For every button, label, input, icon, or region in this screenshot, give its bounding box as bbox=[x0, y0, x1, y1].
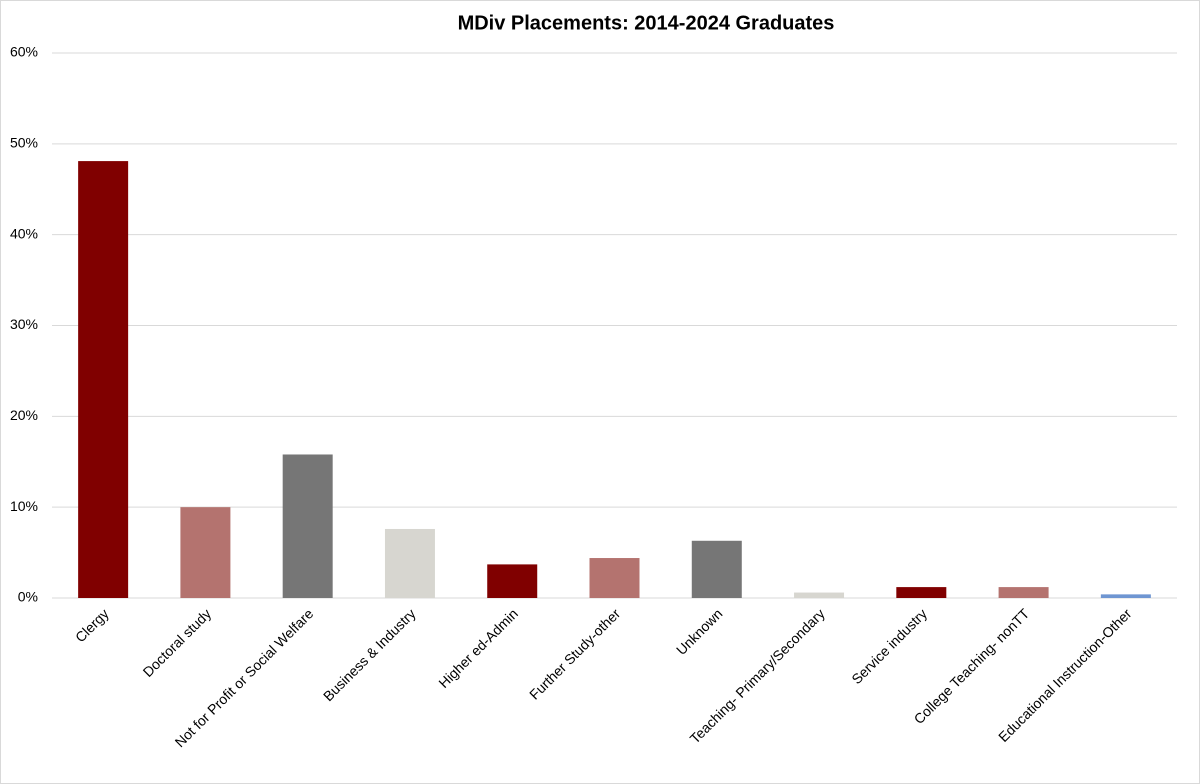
bar bbox=[998, 587, 1049, 598]
y-tick-label: 50% bbox=[10, 135, 38, 151]
y-tick-label: 60% bbox=[10, 44, 38, 60]
bar bbox=[691, 540, 742, 598]
y-tick-label: 40% bbox=[10, 225, 38, 241]
y-tick-label: 20% bbox=[10, 407, 38, 423]
y-tick-label: 0% bbox=[18, 589, 38, 605]
bar bbox=[1100, 594, 1151, 598]
chart-title: MDiv Placements: 2014-2024 Graduates bbox=[458, 12, 835, 34]
y-tick-label: 30% bbox=[10, 316, 38, 332]
bar bbox=[78, 161, 129, 598]
bar bbox=[589, 558, 640, 598]
bar bbox=[487, 564, 538, 598]
bar bbox=[794, 592, 845, 598]
bar bbox=[384, 528, 435, 598]
y-tick-label: 10% bbox=[10, 498, 38, 514]
bar bbox=[180, 507, 231, 598]
bar bbox=[282, 454, 333, 598]
bar bbox=[896, 587, 947, 598]
